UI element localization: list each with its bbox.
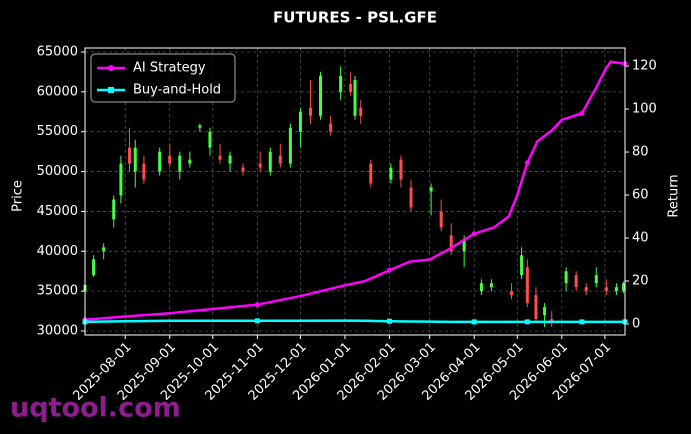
candle-body — [168, 155, 172, 164]
candle-body — [369, 163, 373, 184]
line-marker — [471, 319, 477, 325]
return-line — [84, 319, 625, 324]
y-tick-label: 50000 — [37, 164, 78, 179]
candle-body — [604, 287, 608, 292]
candle-body — [288, 127, 292, 164]
candle-body — [298, 111, 302, 132]
candle-body — [329, 123, 333, 132]
candle-body — [268, 151, 272, 172]
candle-body — [308, 107, 312, 116]
y2-tick-label: 100 — [632, 102, 657, 117]
candle-body — [188, 159, 192, 164]
watermark: uqtool.com — [10, 393, 181, 424]
y2-tick-label: 80 — [632, 145, 649, 160]
y-tick-label: 65000 — [37, 44, 78, 59]
line-marker — [579, 110, 585, 116]
candle-body — [574, 275, 578, 288]
legend-label: AI Strategy — [133, 61, 206, 76]
y2-tick-label: 40 — [632, 231, 649, 246]
candle-body — [92, 259, 96, 276]
candle-body — [128, 147, 132, 164]
candle-body — [359, 107, 363, 116]
candle-body — [353, 79, 357, 116]
candle-body — [449, 235, 453, 252]
candle-body — [241, 167, 245, 172]
plot-frame — [84, 47, 626, 336]
line-marker — [386, 267, 392, 273]
y2-tick-label: 0 — [632, 317, 640, 332]
line-marker — [386, 318, 392, 324]
y-tick-label: 45000 — [37, 204, 78, 219]
candle-body — [278, 155, 282, 164]
candle-body — [479, 283, 483, 292]
y-tick-label: 60000 — [37, 84, 78, 99]
chart-title: FUTURES - PSL.GFE — [273, 9, 437, 27]
candle-body — [520, 255, 524, 276]
candle-body — [119, 163, 123, 196]
candle-body — [178, 155, 182, 172]
candle-body — [462, 239, 466, 252]
candle-body — [489, 283, 493, 288]
y2-tick-label: 20 — [632, 274, 649, 289]
candle-body — [439, 211, 443, 228]
y-tick-label: 40000 — [37, 244, 78, 259]
candle-body — [409, 187, 413, 208]
candle-body — [349, 83, 353, 92]
candle-body — [510, 291, 514, 296]
candle-body — [339, 75, 343, 92]
y-tick-label: 35000 — [37, 284, 78, 299]
candle-body — [133, 147, 137, 172]
candle-body — [543, 307, 547, 316]
y2-tick-label: 120 — [632, 59, 657, 74]
candle-body — [622, 283, 626, 292]
line-marker — [254, 302, 260, 308]
candle-body — [534, 295, 538, 320]
line-marker — [254, 318, 260, 324]
y2-axis-label: Return — [667, 174, 682, 217]
candle-body — [399, 159, 403, 180]
y-tick-label: 55000 — [37, 124, 78, 139]
candle-body — [564, 271, 568, 284]
candle-body — [102, 247, 106, 252]
candle-body — [218, 155, 222, 160]
line-marker — [579, 319, 585, 325]
line-marker — [524, 160, 530, 166]
legend-marker — [108, 87, 114, 93]
y-tick-label: 30000 — [37, 324, 78, 339]
legend-marker — [108, 65, 114, 71]
legend-box — [90, 53, 236, 103]
candle-body — [158, 151, 162, 172]
candle-body — [594, 275, 598, 284]
candle-body — [228, 155, 232, 164]
candle-body — [142, 163, 146, 180]
candle-body — [208, 131, 212, 148]
candle-body — [525, 267, 529, 304]
candle-body — [429, 187, 433, 192]
candle-body — [584, 287, 588, 292]
y-axis-label: Price — [11, 180, 26, 212]
y2-tick-label: 60 — [632, 188, 649, 203]
candle-body — [258, 163, 262, 168]
candle-body — [319, 75, 323, 116]
candle-body — [389, 167, 393, 180]
candle-body — [198, 125, 202, 128]
line-marker — [524, 319, 530, 325]
candle-body — [614, 287, 618, 292]
legend-label: Buy-and-Hold — [133, 83, 221, 98]
candle-body — [112, 199, 116, 220]
line-marker — [471, 231, 477, 237]
